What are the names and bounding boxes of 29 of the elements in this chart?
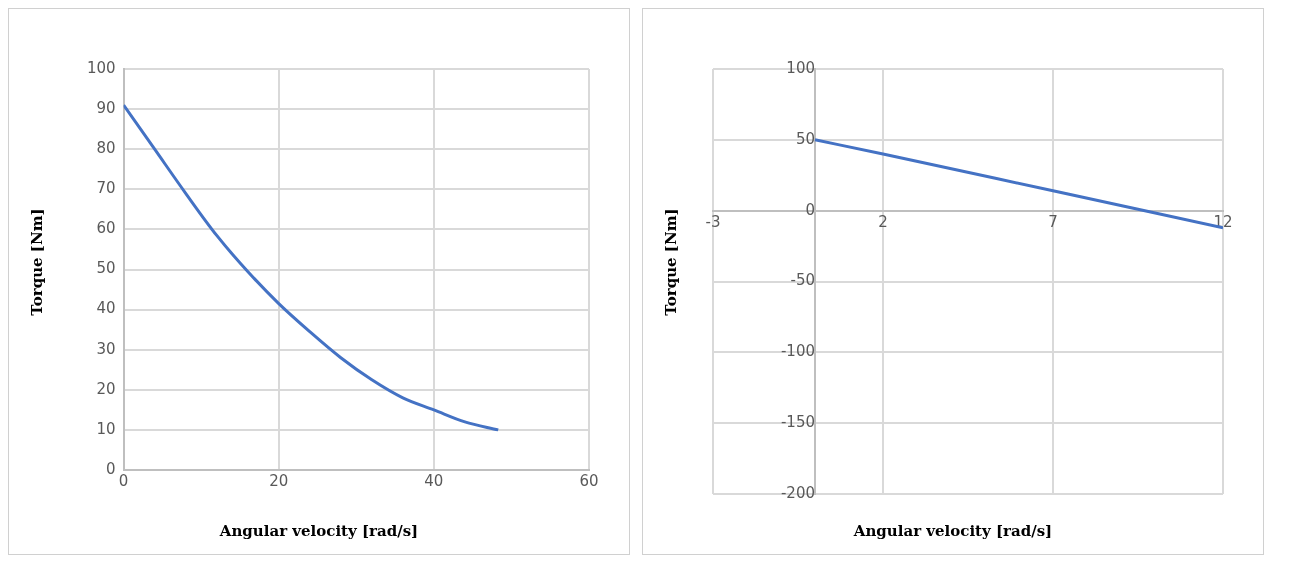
- y-tick-label: -200: [780, 483, 815, 502]
- y-tick-label: -100: [780, 342, 815, 361]
- y-tick-label: -50: [790, 271, 815, 290]
- y-tick-label: 80: [96, 139, 116, 158]
- x-tick-label: 40: [424, 471, 444, 490]
- y-tick-label: -150: [780, 413, 815, 432]
- x-tick-label: 60: [579, 471, 599, 490]
- y-tick-label: 100: [86, 58, 116, 77]
- x-tick-label: 7: [1048, 212, 1058, 231]
- y-tick-label: 70: [96, 179, 116, 198]
- y-axis-title: Torque [Nm]: [28, 207, 46, 316]
- y-tick-label: 50: [795, 129, 815, 148]
- y-tick-label: 0: [106, 459, 116, 478]
- y-tick-label: 100: [786, 58, 815, 77]
- x-tick-label: 2: [878, 212, 888, 231]
- y-tick-label: 30: [96, 339, 116, 358]
- line-series: [123, 103, 500, 432]
- x-tick-label: 20: [269, 471, 289, 490]
- y-axis-title: Torque [Nm]: [662, 207, 680, 316]
- y-tick-label: 10: [96, 419, 116, 438]
- y-tick-label: 90: [96, 98, 116, 117]
- x-tick-label: -3: [705, 212, 721, 231]
- y-tick-label: 50: [96, 259, 116, 278]
- x-axis-title: Angular velocity [rad/s]: [852, 522, 1054, 540]
- x-tick-label: 0: [118, 471, 129, 490]
- x-axis-title: Angular velocity [rad/s]: [218, 522, 420, 540]
- y-tick-label: 0: [805, 200, 815, 219]
- y-tick-label: 40: [96, 299, 116, 318]
- y-tick-label: 20: [96, 379, 116, 398]
